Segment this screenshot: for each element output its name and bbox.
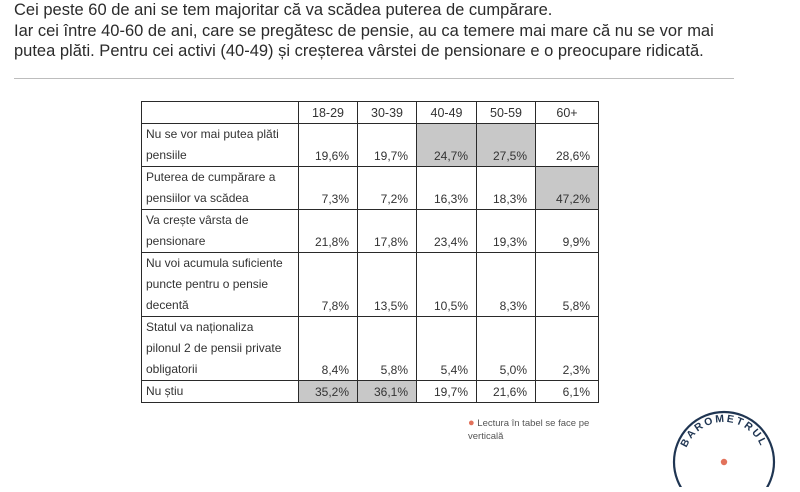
- reading-note: ● Lectura în tabel se face pe verticală: [468, 417, 618, 443]
- barometrul-logo: BAROMETRUL: [660, 400, 790, 492]
- barometrul-seal-icon: BAROMETRUL: [672, 410, 776, 492]
- table-row: Statul va naționaliza pilonul 2 de pensi…: [141, 316, 599, 381]
- cell-value: 5,0%: [476, 316, 536, 381]
- cell-value: 7,2%: [357, 166, 417, 210]
- row-label-line: decentă: [146, 298, 189, 312]
- cell-value: 19,3%: [476, 209, 536, 253]
- row-label-line: pensiilor va scădea: [146, 191, 249, 205]
- row-label-line: Nu se vor mai putea plăti: [146, 127, 279, 141]
- row-label: Puterea de cumpărare a pensiilor va scăd…: [141, 166, 299, 210]
- intro-line-3: putea plăti. Pentru cei activi (40-49) ș…: [14, 42, 704, 60]
- table-row: Nu voi acumula suficiente puncte pentru …: [141, 252, 599, 317]
- header-age-50-59: 50-59: [476, 101, 536, 124]
- row-label-line: pensiile: [146, 148, 187, 162]
- table-row: Nu știu 35,2% 36,1% 19,7% 21,6% 6,1%: [141, 380, 599, 403]
- row-label-line: pensionare: [146, 234, 206, 248]
- note-line-1: Lectura în tabel se face pe: [477, 418, 590, 429]
- row-label-line: Statul va naționaliza: [146, 320, 254, 334]
- cell-value: 28,6%: [535, 123, 599, 167]
- bullet-dot-icon: ●: [468, 417, 475, 429]
- intro-line-2: Iar cei între 40-60 de ani, care se preg…: [14, 21, 714, 40]
- cell-value-highlighted: 27,5%: [476, 123, 536, 167]
- cell-value: 21,8%: [298, 209, 358, 253]
- cell-value: 8,3%: [476, 252, 536, 317]
- cell-value: 7,3%: [298, 166, 358, 210]
- intro-text: Cei peste 60 de ani se tem majoritar că …: [14, 0, 784, 62]
- row-label-line: pilonul 2 de pensii private: [146, 341, 282, 355]
- seal-text: BAROMETRUL: [678, 413, 769, 450]
- table-row: Puterea de cumpărare a pensiilor va scăd…: [141, 166, 599, 210]
- row-label: Va crește vârsta de pensionare: [141, 209, 299, 253]
- row-label: Statul va naționaliza pilonul 2 de pensi…: [141, 316, 299, 381]
- row-label-line: puncte pentru o pensie: [146, 277, 269, 291]
- cell-value: 21,6%: [476, 380, 536, 403]
- pension-concerns-table: 18-29 30-39 40-49 50-59 60+ Nu se vor ma…: [141, 101, 599, 403]
- row-label: Nu voi acumula suficiente puncte pentru …: [141, 252, 299, 317]
- cell-value: 8,4%: [298, 316, 358, 381]
- table-row: Va crește vârsta de pensionare 21,8% 17,…: [141, 209, 599, 253]
- cell-value: 19,6%: [298, 123, 358, 167]
- cell-value: 6,1%: [535, 380, 599, 403]
- cell-value-highlighted: 35,2%: [298, 380, 358, 403]
- cell-value: 16,3%: [416, 166, 477, 210]
- cell-value: 19,7%: [416, 380, 477, 403]
- row-label-line: Va crește vârsta de: [146, 213, 249, 227]
- row-label-line: Nu voi acumula suficiente: [146, 256, 283, 270]
- cell-value: 9,9%: [535, 209, 599, 253]
- table-row: Nu se vor mai putea plăti pensiile 19,6%…: [141, 123, 599, 167]
- table-header-row: 18-29 30-39 40-49 50-59 60+: [141, 101, 599, 124]
- header-age-40-49: 40-49: [416, 101, 477, 124]
- row-label-line: Nu știu: [146, 384, 184, 398]
- cell-value: 5,8%: [535, 252, 599, 317]
- row-label-line: obligatorii: [146, 362, 198, 376]
- cell-value: 19,7%: [357, 123, 417, 167]
- note-line-2: verticală: [468, 431, 504, 442]
- row-label-line: Puterea de cumpărare a: [146, 170, 276, 184]
- header-age-30-39: 30-39: [357, 101, 417, 124]
- row-label: Nu știu: [141, 380, 299, 403]
- cell-value: 2,3%: [535, 316, 599, 381]
- header-age-60-plus: 60+: [535, 101, 599, 124]
- row-label: Nu se vor mai putea plăti pensiile: [141, 123, 299, 167]
- cell-value-highlighted: 36,1%: [357, 380, 417, 403]
- cell-value: 10,5%: [416, 252, 477, 317]
- cell-value-highlighted: 24,7%: [416, 123, 477, 167]
- cell-value: 7,8%: [298, 252, 358, 317]
- cell-value: 13,5%: [357, 252, 417, 317]
- intro-line-1: Cei peste 60 de ani se tem majoritar că …: [14, 1, 553, 19]
- header-empty-cell: [141, 101, 299, 124]
- cell-value: 5,8%: [357, 316, 417, 381]
- seal-dot-icon: [720, 458, 728, 466]
- cell-value: 17,8%: [357, 209, 417, 253]
- divider: [14, 78, 734, 79]
- cell-value: 5,4%: [416, 316, 477, 381]
- cell-value-highlighted: 47,2%: [535, 166, 599, 210]
- cell-value: 18,3%: [476, 166, 536, 210]
- cell-value: 23,4%: [416, 209, 477, 253]
- header-age-18-29: 18-29: [298, 101, 358, 124]
